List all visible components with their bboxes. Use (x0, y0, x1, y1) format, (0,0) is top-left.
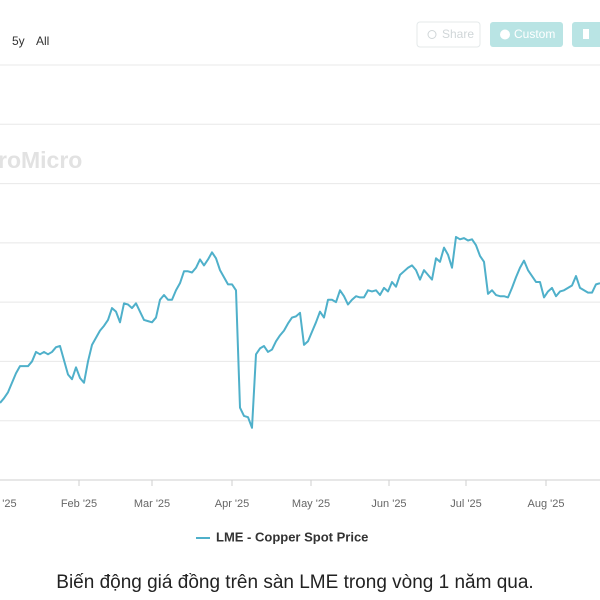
watermark: roMicro (0, 147, 82, 173)
range-button[interactable]: 5y (12, 34, 25, 48)
custom-button[interactable] (490, 22, 563, 47)
plot-area: Jan '25 Feb '25 Mar '25 Apr '25 May '25 Jun '… (0, 64, 600, 510)
caption: Biến động giá đồng trên sàn LME trong vò… (56, 572, 533, 593)
share-icon (427, 30, 437, 39)
download-icon (583, 29, 589, 39)
custom-label: Custom (514, 27, 555, 41)
x-tick-label: Mar '25 (134, 498, 170, 510)
share-button[interactable] (416, 21, 481, 48)
x-tick-label: Jan '25 (0, 498, 17, 510)
range-button[interactable]: All (36, 34, 49, 48)
custom-icon (500, 29, 510, 40)
x-tick-label: Apr '25 (215, 498, 250, 510)
x-tick-label: Jul '25 (450, 498, 481, 510)
x-tick-label: Jun '25 (371, 498, 406, 510)
legend-label: LME - Copper Spot Price (216, 529, 368, 544)
x-tick-label: Feb '25 (61, 498, 97, 510)
data-line (0, 235, 600, 429)
x-tick-label: Aug '25 (528, 498, 565, 510)
share-label: Share (442, 27, 474, 41)
x-tick-label: May '25 (292, 498, 330, 510)
